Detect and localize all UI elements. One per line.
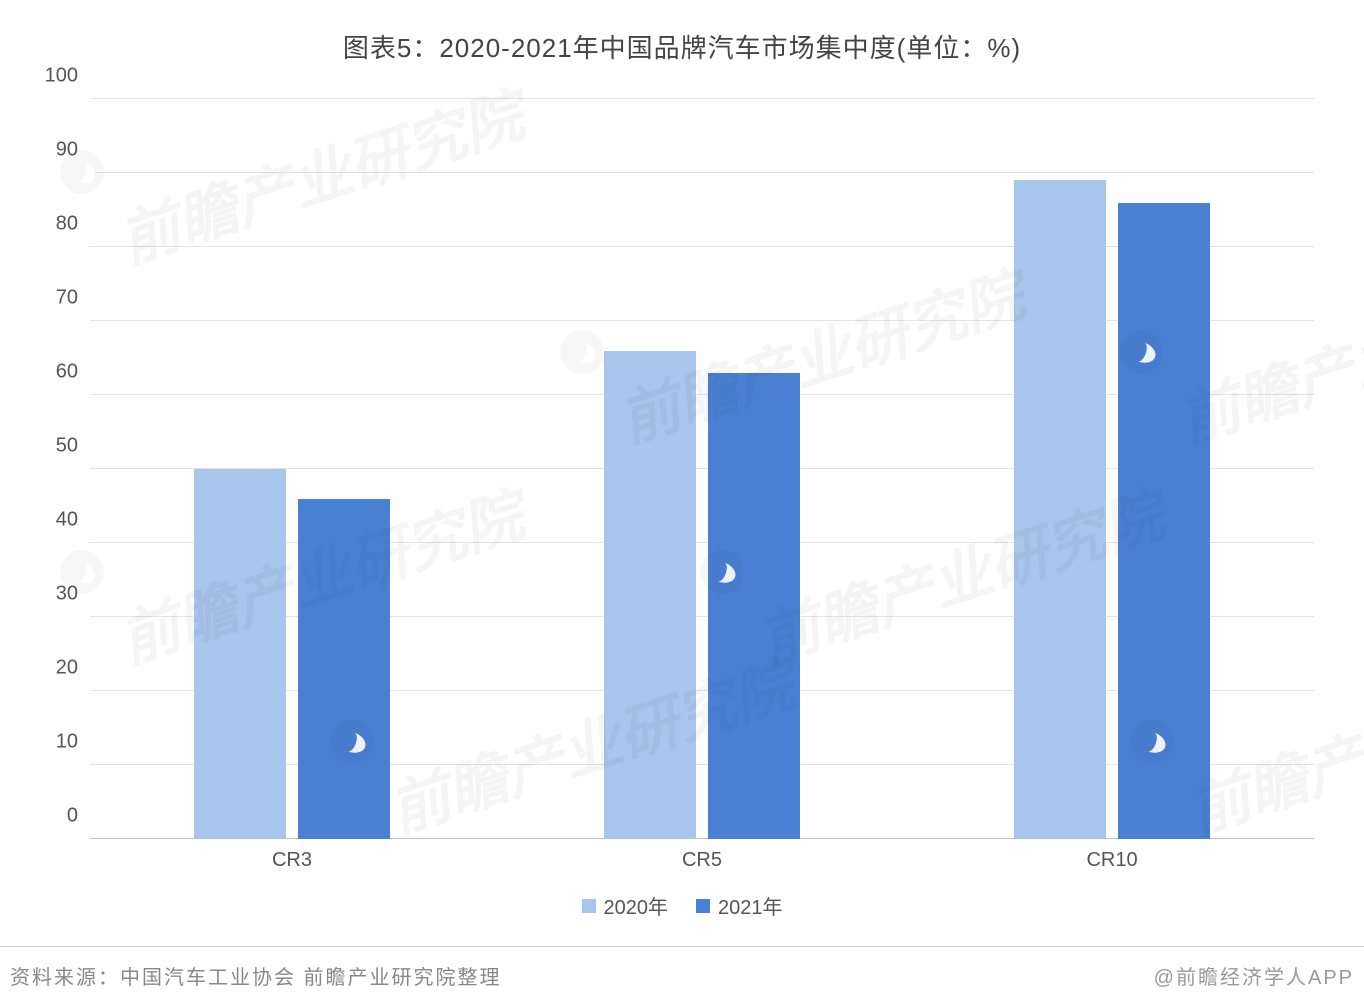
y-tick-label: 60: [56, 361, 78, 384]
chart-title: 图表5：2020-2021年中国品牌汽车市场集中度(单位：%): [30, 28, 1334, 65]
source: 资料来源：中国汽车工业协会 前瞻产业研究院整理: [10, 961, 502, 990]
plot-area: 0102030405060708090100CR3CR5CR10: [90, 99, 1314, 839]
y-tick-label: 80: [56, 213, 78, 236]
bar: [298, 499, 390, 839]
bar: [1118, 203, 1210, 839]
y-tick-label: 50: [56, 435, 78, 458]
legend-swatch: [696, 899, 710, 913]
gridline: [90, 172, 1314, 173]
bar: [194, 469, 286, 839]
y-tick-label: 70: [56, 287, 78, 310]
y-tick-label: 10: [56, 731, 78, 754]
x-tick-label: CR3: [272, 849, 312, 872]
footer: 资料来源：中国汽车工业协会 前瞻产业研究院整理 @前瞻经济学人APP: [0, 946, 1364, 1006]
legend-label: 2021年: [718, 891, 783, 920]
x-tick-label: CR10: [1086, 849, 1137, 872]
x-tick-label: CR5: [682, 849, 722, 872]
source-label: 资料来源：: [10, 967, 120, 989]
legend-swatch: [582, 899, 596, 913]
y-tick-label: 40: [56, 509, 78, 532]
y-tick-label: 100: [45, 65, 78, 88]
y-tick-label: 20: [56, 657, 78, 680]
y-tick-label: 30: [56, 583, 78, 606]
bar: [604, 351, 696, 839]
source-text: 中国汽车工业协会 前瞻产业研究院整理: [120, 967, 502, 989]
gridline: [90, 98, 1314, 99]
chart-container: 图表5：2020-2021年中国品牌汽车市场集中度(单位：%) 01020304…: [0, 0, 1364, 1006]
legend-item: 2020年: [582, 891, 669, 920]
bar: [708, 373, 800, 839]
y-tick-label: 90: [56, 139, 78, 162]
legend-item: 2021年: [696, 891, 783, 920]
y-tick-label: 0: [67, 805, 78, 828]
legend: 2020年 2021年: [30, 891, 1334, 920]
chart-area: 0102030405060708090100CR3CR5CR10: [30, 89, 1334, 879]
bar: [1014, 180, 1106, 839]
attribution: @前瞻经济学人APP: [1154, 961, 1354, 990]
legend-label: 2020年: [604, 891, 669, 920]
